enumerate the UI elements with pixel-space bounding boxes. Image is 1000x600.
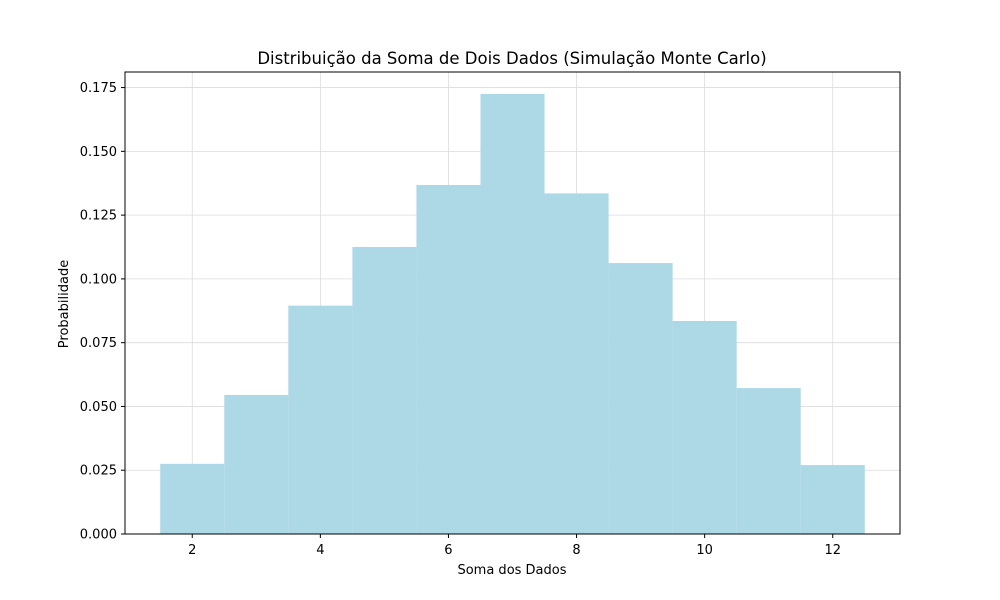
histogram-bar-1 — [224, 394, 289, 534]
y-tick-label-3: 0.075 — [80, 336, 117, 351]
histogram-bar-0 — [160, 463, 225, 534]
bars — [160, 93, 865, 535]
chart-title: Distribuição da Soma de Dois Dados (Simu… — [257, 49, 766, 68]
y-tick-label-5: 0.125 — [80, 209, 117, 224]
y-tick-label-4: 0.100 — [80, 272, 117, 287]
y-tick-label-1: 0.025 — [80, 464, 117, 479]
histogram-bar-6 — [544, 193, 609, 534]
histogram-bar-8 — [672, 320, 737, 534]
histogram-bar-2 — [288, 305, 353, 534]
y-tick-label-0: 0.000 — [80, 528, 117, 543]
x-tick-label-3: 8 — [572, 543, 580, 558]
y-tick-label-7: 0.175 — [80, 81, 117, 96]
histogram-bar-7 — [608, 263, 673, 534]
histogram-bar-3 — [352, 247, 417, 535]
x-tick-label-0: 2 — [188, 543, 196, 558]
histogram-bar-9 — [736, 388, 801, 534]
x-tick-label-5: 12 — [824, 543, 841, 558]
x-tick-label-4: 10 — [696, 543, 713, 558]
histogram-bar-5 — [480, 93, 545, 534]
y-tick-label-2: 0.050 — [80, 400, 117, 415]
plot-frame — [124, 71, 901, 535]
histogram-bar-4 — [416, 185, 481, 534]
histogram-bar-10 — [800, 465, 865, 534]
x-tick-label-1: 4 — [316, 543, 324, 558]
y-tick-label-6: 0.150 — [80, 145, 117, 160]
ticks: 2 4 6 8 10 12 0.000 0.025 0.050 0.075 0.100 0.125 0.… — [80, 81, 841, 558]
y-axis-label: Probabilidade — [57, 260, 72, 348]
x-axis-label: Soma dos Dados — [457, 563, 566, 578]
x-tick-label-2: 6 — [444, 543, 452, 558]
